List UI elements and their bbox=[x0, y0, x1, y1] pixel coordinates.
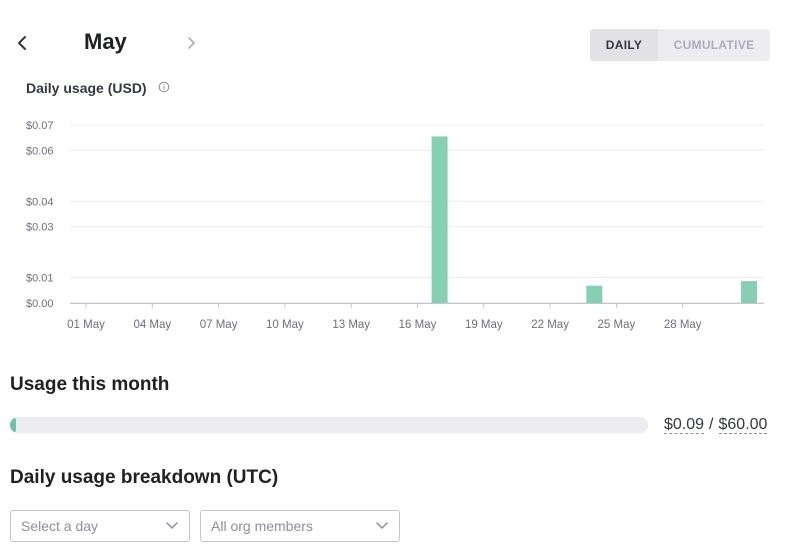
info-icon[interactable] bbox=[158, 81, 170, 93]
chart-title: Daily usage (USD) bbox=[26, 80, 147, 96]
y-tick-label: $0.04 bbox=[26, 196, 54, 208]
x-tick-label: 19 May bbox=[465, 319, 503, 331]
x-tick-label: 25 May bbox=[598, 319, 636, 331]
next-month-button[interactable] bbox=[181, 30, 203, 56]
x-tick-label: 01 May bbox=[67, 319, 105, 331]
chevron-down-icon bbox=[376, 522, 388, 529]
header: May DAILY CUMULATIVE bbox=[0, 0, 800, 80]
select-day-placeholder: Select a day bbox=[21, 518, 99, 534]
x-tick-label: 22 May bbox=[531, 319, 569, 331]
x-tick-label: 04 May bbox=[133, 319, 171, 331]
x-tick-label: 07 May bbox=[200, 319, 238, 331]
y-tick-label: $0.00 bbox=[26, 298, 54, 310]
y-tick-label: $0.07 bbox=[26, 120, 54, 132]
usage-this-month-title: Usage this month bbox=[10, 374, 170, 395]
x-tick-label: 28 May bbox=[664, 319, 702, 331]
usage-bar bbox=[586, 285, 603, 303]
daily-usage-chart: $0.07 $0.06 $0.04 $0.03 $0.01 $0.00 01 May 04 M… bbox=[26, 120, 764, 331]
y-tick-label: $0.06 bbox=[26, 145, 54, 157]
usage-bar bbox=[741, 281, 757, 303]
y-tick-label: $0.03 bbox=[26, 222, 54, 234]
x-tick-label: 16 May bbox=[399, 319, 437, 331]
usage-progress-bar bbox=[10, 417, 648, 433]
view-toggle: DAILY CUMULATIVE bbox=[590, 29, 770, 61]
usage-separator: / bbox=[709, 416, 714, 433]
usage-used-amount[interactable]: $0.09 bbox=[664, 416, 705, 434]
usage-limit-amount[interactable]: $60.00 bbox=[718, 416, 768, 434]
x-tick-label: 13 May bbox=[332, 319, 370, 331]
y-tick-label: $0.01 bbox=[26, 273, 54, 285]
usage-progress-fill bbox=[10, 417, 16, 433]
previous-month-button[interactable] bbox=[10, 30, 32, 56]
x-tick-label: 10 May bbox=[266, 319, 304, 331]
daily-toggle-button[interactable]: DAILY bbox=[590, 29, 658, 61]
org-members-dropdown[interactable]: All org members bbox=[200, 510, 400, 542]
select-day-dropdown[interactable]: Select a day bbox=[10, 510, 190, 542]
month-title: May bbox=[84, 29, 127, 54]
chevron-left-icon bbox=[18, 36, 26, 50]
org-members-value: All org members bbox=[211, 518, 313, 534]
usage-amount: $0.09/$60.00 bbox=[664, 416, 768, 434]
usage-bar bbox=[431, 136, 448, 303]
chevron-down-icon bbox=[166, 522, 178, 529]
cumulative-toggle-button[interactable]: CUMULATIVE bbox=[673, 38, 755, 52]
chevron-right-icon bbox=[188, 37, 195, 49]
daily-breakdown-title: Daily usage breakdown (UTC) bbox=[10, 467, 279, 488]
